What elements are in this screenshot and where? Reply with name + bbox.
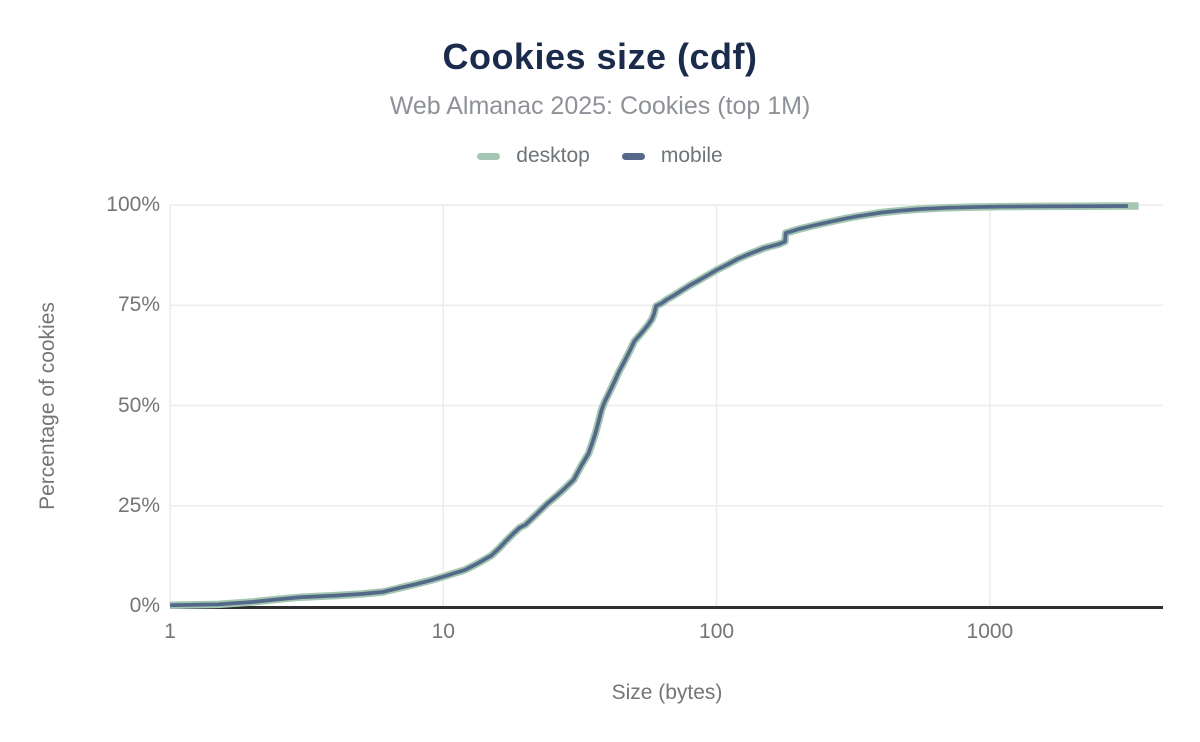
mobile-series-swatch-icon: [621, 152, 645, 160]
chart-title: Cookies size (cdf): [442, 36, 758, 77]
legend-label-mobile: mobile: [660, 144, 723, 167]
chart-subtitle: Web Almanac 2025: Cookies (top 1M): [389, 92, 811, 120]
legend-item-desktop[interactable]: desktop: [477, 144, 590, 168]
legend-label-desktop: desktop: [516, 144, 590, 167]
desktop-series-swatch-icon: [477, 152, 501, 160]
y-axis-title: Percentage of cookies: [36, 302, 59, 510]
legend: desktop mobile: [0, 144, 1200, 168]
x-axis-title: Size (bytes): [611, 681, 723, 704]
series-line-mobile: [169, 204, 1128, 608]
legend-item-mobile[interactable]: mobile: [621, 144, 723, 168]
